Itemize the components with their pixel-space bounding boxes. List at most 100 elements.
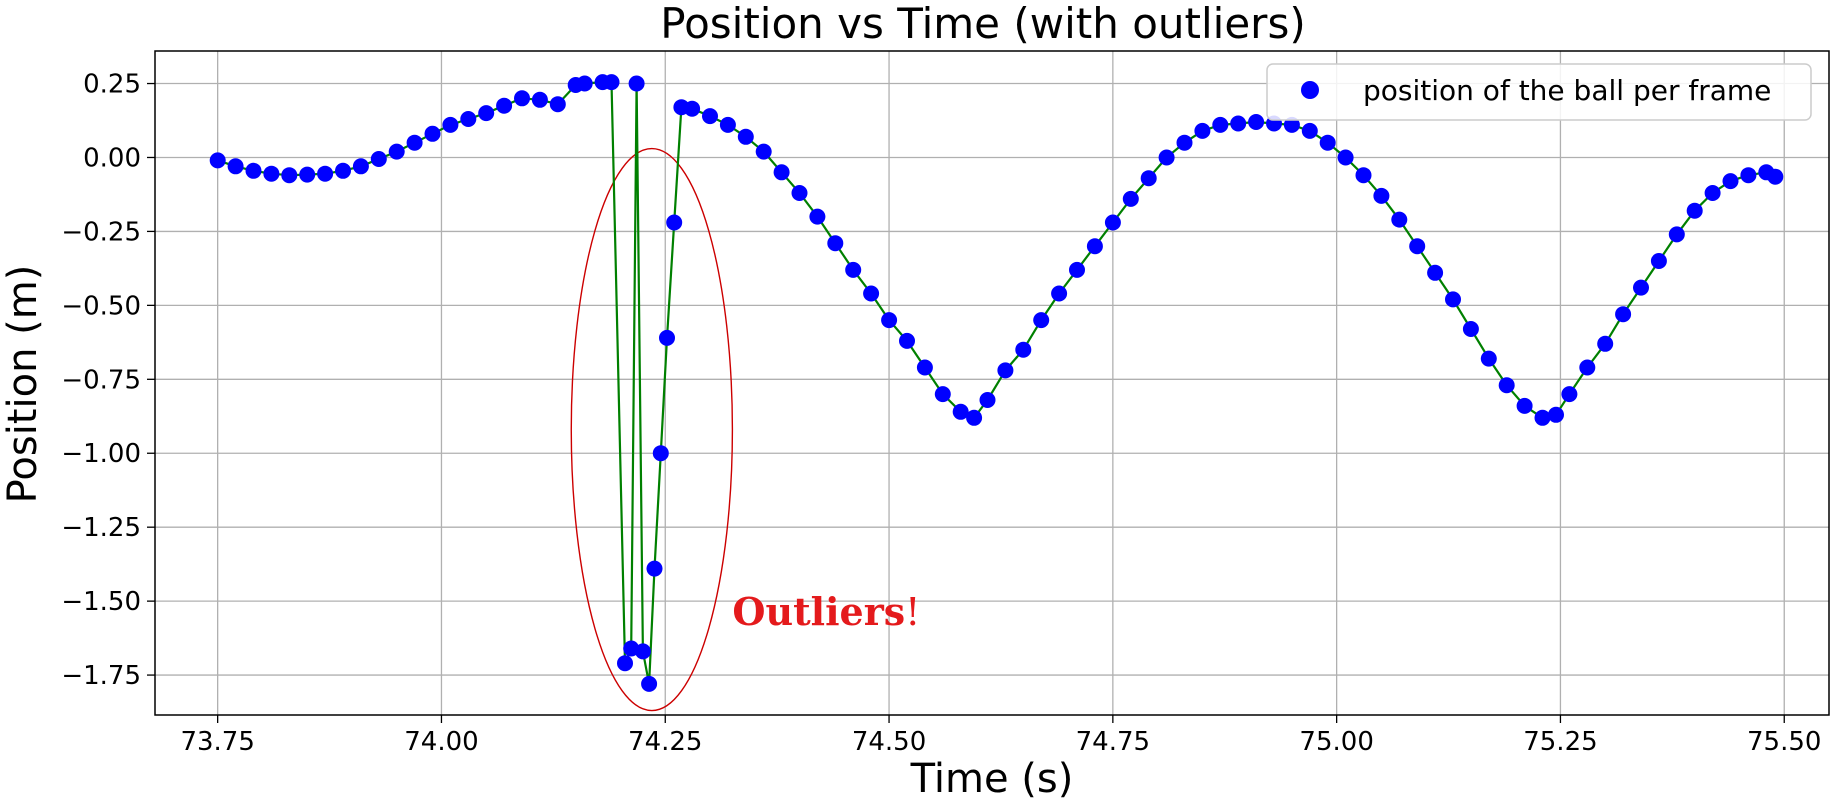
- data-point: [209, 152, 226, 169]
- data-point: [617, 655, 633, 672]
- legend: position of the ball per frame: [1266, 63, 1812, 121]
- data-point: [1015, 341, 1032, 358]
- data-point: [773, 164, 790, 181]
- data-point: [531, 91, 548, 108]
- outlier-ellipse: [570, 147, 734, 712]
- data-point: [1722, 173, 1739, 190]
- data-point: [1283, 116, 1300, 133]
- data-point: [666, 214, 683, 231]
- data-point: [1767, 168, 1784, 185]
- data-point: [809, 208, 826, 225]
- data-point: [299, 166, 316, 183]
- y-tick-label: −0.75: [61, 365, 141, 395]
- data-point: [827, 235, 844, 252]
- y-tick-label: −1.75: [61, 661, 141, 691]
- data-point: [1686, 202, 1703, 219]
- data-point: [603, 74, 620, 91]
- data-point: [916, 359, 933, 376]
- data-point: [1086, 238, 1103, 255]
- data-point: [1355, 167, 1372, 184]
- data-point: [1391, 211, 1408, 228]
- data-point: [1212, 116, 1229, 133]
- legend-label: position of the ball per frame: [1363, 74, 1771, 107]
- data-point: [1194, 122, 1211, 139]
- data-point: [1668, 226, 1685, 243]
- data-point: [1319, 134, 1336, 151]
- x-axis-ticks: 73.75 74.00 74.25 74.50 74.75 75.00 75.25 75.50: [180, 715, 1821, 757]
- data-point: [424, 125, 441, 142]
- data-point: [646, 560, 663, 577]
- data-point: [1704, 185, 1721, 201]
- data-point: [791, 185, 808, 201]
- data-point: [702, 108, 718, 125]
- data-point: [281, 167, 298, 184]
- annotation-layer: Outliers!: [570, 147, 920, 712]
- x-tick-label: 75.50: [1747, 727, 1821, 757]
- data-point: [514, 90, 530, 107]
- data-point: [317, 165, 334, 182]
- data-point: [1051, 285, 1068, 302]
- data-point: [1373, 187, 1390, 204]
- data-point: [934, 386, 951, 403]
- x-tick-label: 73.75: [180, 727, 254, 757]
- data-point: [641, 675, 658, 692]
- data-point: [1650, 253, 1667, 269]
- data-point: [1534, 409, 1551, 426]
- y-tick-label: −0.25: [61, 217, 141, 247]
- y-tick-label: −1.00: [61, 439, 141, 469]
- data-point: [1409, 238, 1426, 255]
- data-point: [899, 332, 915, 349]
- data-point: [845, 261, 862, 278]
- data-point: [227, 158, 244, 175]
- series-line-layer: [217, 80, 1776, 686]
- data-point: [628, 75, 645, 92]
- data-point: [755, 143, 772, 160]
- data-point: [1462, 321, 1479, 337]
- data-point: [460, 111, 477, 127]
- series-line: [217, 80, 1776, 686]
- data-point: [1230, 115, 1247, 132]
- data-point: [652, 445, 669, 462]
- data-point: [1615, 306, 1632, 323]
- x-tick-label: 74.25: [628, 727, 702, 757]
- data-point: [442, 116, 459, 133]
- data-point: [335, 162, 351, 179]
- x-tick-label: 74.50: [852, 727, 926, 757]
- data-point: [1498, 377, 1515, 394]
- data-point: [1069, 261, 1085, 278]
- y-tick-label: −1.50: [61, 587, 141, 617]
- data-point: [952, 403, 969, 420]
- y-axis-title: Position (m): [0, 265, 46, 504]
- data-point: [1301, 122, 1318, 139]
- data-point: [388, 143, 405, 160]
- data-point: [1337, 149, 1354, 166]
- x-axis-title: Time (s): [910, 756, 1074, 802]
- data-point: [1104, 214, 1121, 231]
- data-point: [997, 362, 1014, 379]
- data-point: [966, 409, 983, 426]
- y-tick-label: −0.50: [61, 291, 141, 321]
- grid: [155, 51, 1829, 715]
- plot-frame: [154, 50, 1830, 716]
- data-point: [634, 643, 651, 660]
- data-point: [1427, 264, 1444, 281]
- data-point: [1158, 149, 1175, 166]
- x-tick-label: 75.00: [1299, 727, 1373, 757]
- data-point: [263, 165, 280, 182]
- data-point: [1480, 350, 1497, 367]
- y-tick-label: 0.00: [83, 143, 141, 173]
- data-point: [406, 134, 423, 151]
- data-point: [979, 392, 996, 408]
- chart-title: Position vs Time (with outliers): [660, 0, 1305, 48]
- outliers-annotation: Outliers!: [732, 589, 920, 634]
- series-points-layer: [209, 74, 1784, 692]
- data-point: [549, 96, 566, 113]
- data-point: [1122, 190, 1139, 207]
- data-point: [1597, 335, 1614, 352]
- y-tick-label: −1.25: [61, 513, 141, 543]
- data-point: [1579, 359, 1596, 376]
- data-point: [1248, 114, 1265, 130]
- data-point: [863, 285, 880, 302]
- data-point: [684, 100, 701, 117]
